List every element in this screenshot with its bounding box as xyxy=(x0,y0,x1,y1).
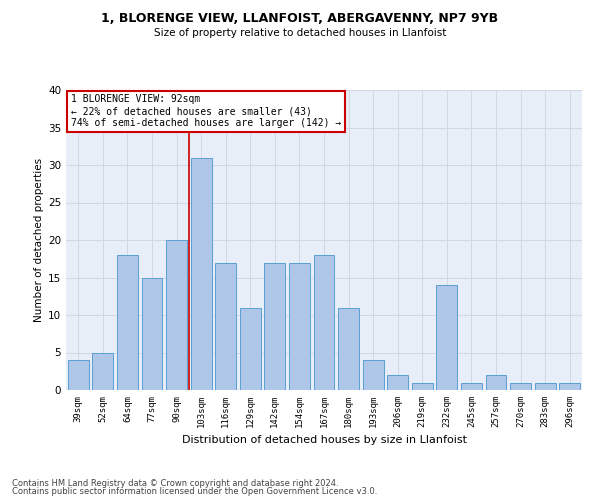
Y-axis label: Number of detached properties: Number of detached properties xyxy=(34,158,44,322)
Bar xyxy=(92,352,113,390)
Bar xyxy=(461,382,482,390)
Text: 1 BLORENGE VIEW: 92sqm
← 22% of detached houses are smaller (43)
74% of semi-det: 1 BLORENGE VIEW: 92sqm ← 22% of detached… xyxy=(71,94,341,128)
Bar xyxy=(314,255,334,390)
Bar xyxy=(559,382,580,390)
Text: Contains HM Land Registry data © Crown copyright and database right 2024.: Contains HM Land Registry data © Crown c… xyxy=(12,478,338,488)
Bar xyxy=(436,285,457,390)
Bar xyxy=(265,262,286,390)
Bar xyxy=(289,262,310,390)
Bar xyxy=(142,278,163,390)
Bar xyxy=(191,158,212,390)
Text: Size of property relative to detached houses in Llanfoist: Size of property relative to detached ho… xyxy=(154,28,446,38)
Bar xyxy=(485,375,506,390)
Bar xyxy=(240,308,261,390)
Bar xyxy=(68,360,89,390)
Bar xyxy=(166,240,187,390)
Text: Contains public sector information licensed under the Open Government Licence v3: Contains public sector information licen… xyxy=(12,487,377,496)
X-axis label: Distribution of detached houses by size in Llanfoist: Distribution of detached houses by size … xyxy=(182,436,467,446)
Bar xyxy=(362,360,383,390)
Bar xyxy=(535,382,556,390)
Bar xyxy=(387,375,408,390)
Text: 1, BLORENGE VIEW, LLANFOIST, ABERGAVENNY, NP7 9YB: 1, BLORENGE VIEW, LLANFOIST, ABERGAVENNY… xyxy=(101,12,499,26)
Bar xyxy=(510,382,531,390)
Bar xyxy=(412,382,433,390)
Bar xyxy=(338,308,359,390)
Bar xyxy=(215,262,236,390)
Bar xyxy=(117,255,138,390)
